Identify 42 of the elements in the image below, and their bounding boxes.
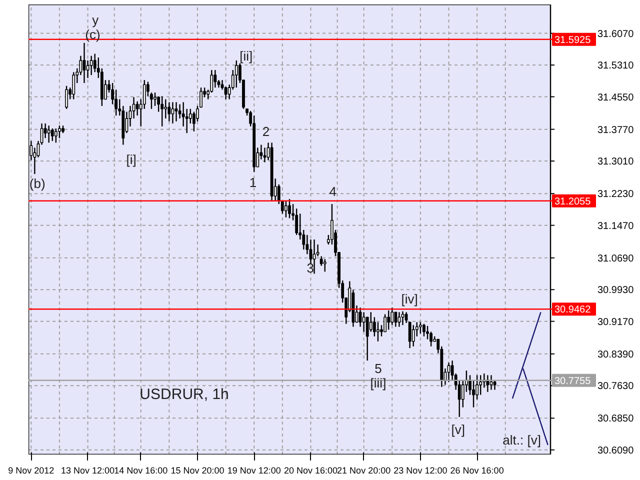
y-tick-label: 30.9170	[598, 316, 634, 328]
annotation: [ii]	[240, 48, 253, 64]
annotation: 2	[262, 124, 270, 139]
annotation: 4	[329, 184, 336, 199]
y-tick-label: 30.6850	[598, 414, 634, 425]
x-tick-label: 19 Nov 12:00	[227, 466, 281, 476]
x-tick-label: 9 Nov 2012	[8, 466, 54, 476]
annotation: [iii]	[370, 375, 386, 390]
x-tick-label: 20 Nov 16:00	[284, 466, 338, 476]
text: USDRUR, 1h	[140, 386, 229, 404]
y-tick-label: 31.3770	[598, 124, 634, 136]
y-tick-label: 31.0690	[598, 253, 634, 264]
annotation: alt.: [v]	[502, 432, 541, 448]
y-tick-label: 31.1470	[598, 220, 634, 232]
y-tick-label: 30.6090	[598, 445, 634, 456]
y-tick-label: 30.9930	[598, 285, 634, 296]
annotation: (c)	[85, 27, 100, 42]
x-tick-label: 26 Nov 16:00	[450, 466, 504, 476]
y-tick-label: 30.7630	[598, 381, 634, 392]
ref-line-label: 31.5925	[554, 34, 592, 46]
y-tick-label: 31.4550	[598, 92, 634, 104]
ref-line-label: 30.9462	[554, 304, 592, 316]
x-tick-label: 21 Nov 20:00	[337, 466, 391, 476]
annotation: 5	[374, 361, 382, 376]
annotation: [v]	[451, 422, 465, 437]
annotation: (b)	[29, 176, 46, 192]
annotation: 3	[306, 260, 314, 276]
ref-line-label: 31.2055	[554, 196, 592, 208]
x-tick-label: 13 Nov 12:00	[61, 466, 115, 476]
y-tick-label: 31.6070	[598, 28, 634, 40]
y-tick-label: 30.8390	[598, 349, 634, 360]
x-tick-label: 15 Nov 20:00	[170, 466, 224, 476]
ref-line-label: 30.7755	[554, 376, 592, 387]
y-tick-label: 31.2230	[598, 189, 634, 200]
x-tick-label: 14 Nov 16:00	[114, 466, 168, 476]
y-tick-label: 31.5310	[598, 60, 634, 72]
y-tick-label: 31.3010	[598, 156, 634, 168]
x-tick-label: 23 Nov 12:00	[394, 466, 448, 476]
annotation: 1	[249, 175, 257, 190]
annotation: y	[92, 12, 100, 28]
annotation: [i]	[126, 152, 136, 167]
annotation: [iv]	[401, 291, 418, 306]
